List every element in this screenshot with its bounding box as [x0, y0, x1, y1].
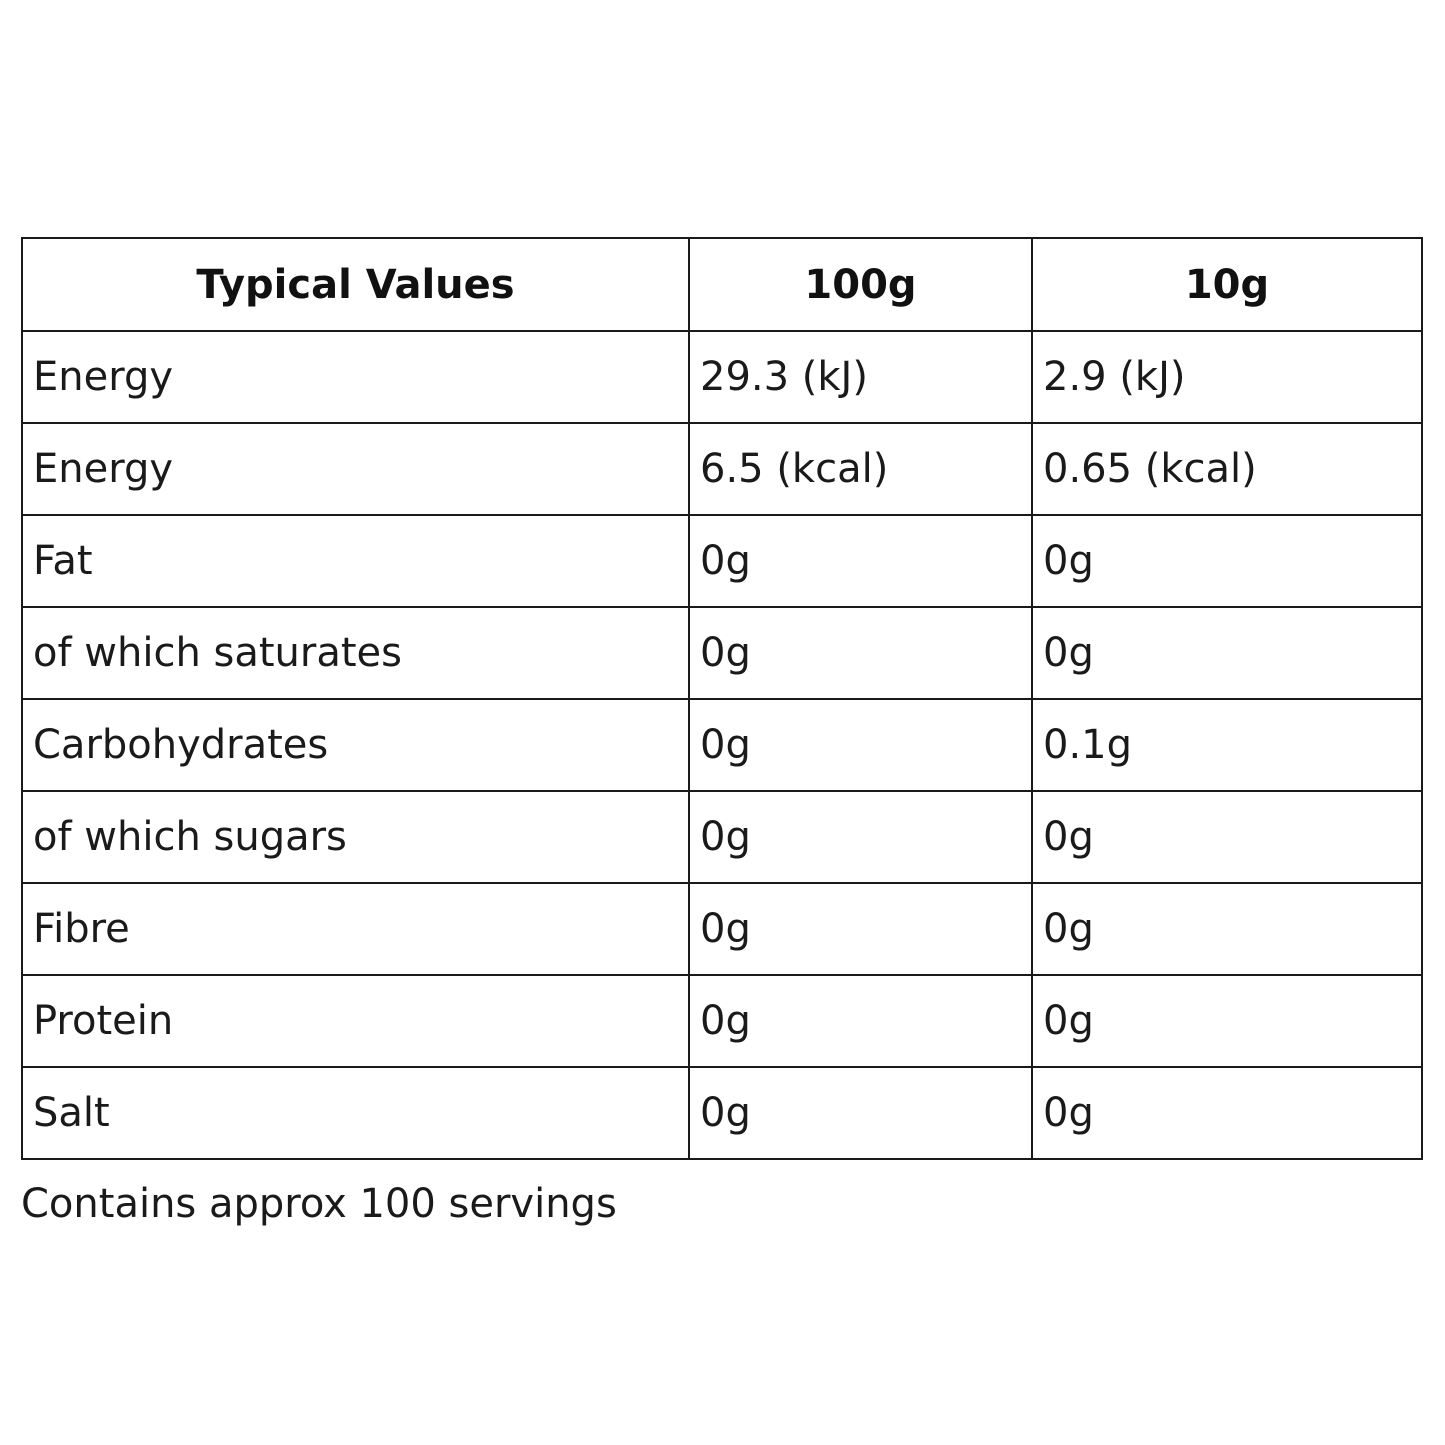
value-per-100g: 0g	[688, 606, 1033, 700]
value-per-10g: 0g	[1031, 606, 1423, 700]
header-typical-values: Typical Values	[21, 237, 690, 332]
table-row: Energy 6.5 (kcal) 0.65 (kcal)	[21, 422, 1423, 516]
value-per-10g: 0g	[1031, 882, 1423, 976]
header-per-100g: 100g	[688, 237, 1033, 332]
value-per-10g: 0g	[1031, 790, 1423, 884]
value-per-10g: 0g	[1031, 1066, 1423, 1160]
nutrient-label: Fat	[21, 514, 690, 608]
nutrient-label: Salt	[21, 1066, 690, 1160]
nutrient-label: Energy	[21, 422, 690, 516]
value-per-10g: 0g	[1031, 514, 1423, 608]
value-per-100g: 0g	[688, 698, 1033, 792]
table-row: of which sugars 0g 0g	[21, 790, 1423, 884]
table-row: of which saturates 0g 0g	[21, 606, 1423, 700]
nutrition-table: Typical Values 100g 10g Energy 29.3 (kJ)…	[21, 237, 1423, 1160]
value-per-100g: 0g	[688, 974, 1033, 1068]
value-per-100g: 0g	[688, 790, 1033, 884]
value-per-100g: 0g	[688, 882, 1033, 976]
header-per-10g: 10g	[1031, 237, 1423, 332]
nutrient-label: Protein	[21, 974, 690, 1068]
table-row: Energy 29.3 (kJ) 2.9 (kJ)	[21, 330, 1423, 424]
nutrient-label: of which sugars	[21, 790, 690, 884]
table-row: Salt 0g 0g	[21, 1066, 1423, 1160]
value-per-10g: 0.65 (kcal)	[1031, 422, 1423, 516]
nutrient-label: Energy	[21, 330, 690, 424]
table-row: Fat 0g 0g	[21, 514, 1423, 608]
nutrient-label: of which saturates	[21, 606, 690, 700]
value-per-10g: 2.9 (kJ)	[1031, 330, 1423, 424]
value-per-100g: 0g	[688, 514, 1033, 608]
value-per-100g: 29.3 (kJ)	[688, 330, 1033, 424]
nutrient-label: Fibre	[21, 882, 690, 976]
value-per-100g: 6.5 (kcal)	[688, 422, 1033, 516]
table-row: Carbohydrates 0g 0.1g	[21, 698, 1423, 792]
nutrient-label: Carbohydrates	[21, 698, 690, 792]
value-per-10g: 0.1g	[1031, 698, 1423, 792]
table-header-row: Typical Values 100g 10g	[21, 237, 1423, 332]
servings-footnote: Contains approx 100 servings	[21, 1181, 617, 1227]
value-per-100g: 0g	[688, 1066, 1033, 1160]
table-row: Protein 0g 0g	[21, 974, 1423, 1068]
value-per-10g: 0g	[1031, 974, 1423, 1068]
table-row: Fibre 0g 0g	[21, 882, 1423, 976]
